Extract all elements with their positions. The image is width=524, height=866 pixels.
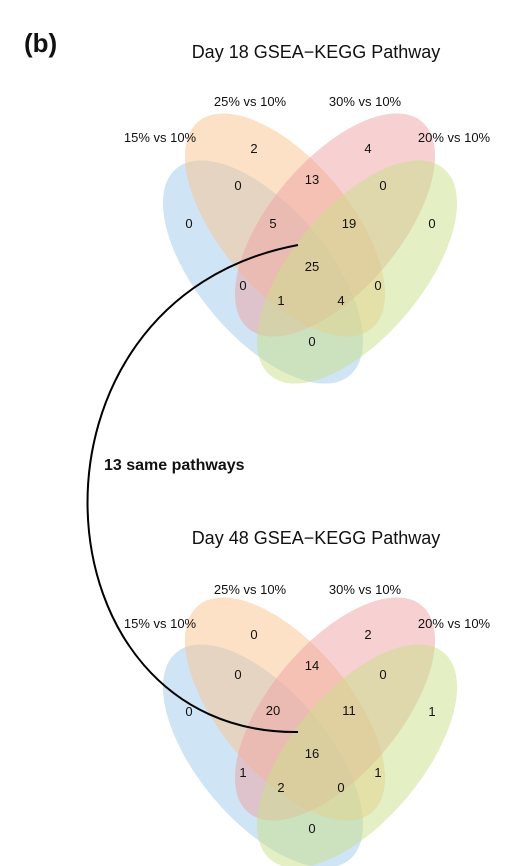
region-CD: 0 <box>379 667 386 682</box>
venn-day18-ellipses <box>162 113 458 384</box>
region-BC: 14 <box>305 658 319 673</box>
region-D: 1 <box>428 704 435 719</box>
region-ABCD: 16 <box>305 746 319 761</box>
region-ABD: 0 <box>337 780 344 795</box>
region-A: 0 <box>185 704 192 719</box>
region-BCD: 11 <box>342 703 356 718</box>
region-AD: 0 <box>308 334 315 349</box>
region-CD: 0 <box>379 178 386 193</box>
region-C: 2 <box>364 627 371 642</box>
region-AD: 0 <box>308 821 315 836</box>
set-label-15: 15% vs 10% <box>124 616 197 631</box>
region-ACD: 1 <box>277 293 284 308</box>
region-BD: 0 <box>374 278 381 293</box>
region-ABD: 4 <box>337 293 344 308</box>
region-ABC: 20 <box>266 703 280 718</box>
venn-day48: Day 48 GSEA−KEGG Pathway 15% vs 10% 25% … <box>124 528 491 866</box>
venn-day48-title: Day 48 GSEA−KEGG Pathway <box>192 528 441 548</box>
ellipse-20-vs-10 <box>256 644 458 866</box>
set-label-15: 15% vs 10% <box>124 130 197 145</box>
region-BD: 1 <box>374 765 381 780</box>
region-ABC: 5 <box>269 216 276 231</box>
set-label-25: 25% vs 10% <box>214 582 287 597</box>
region-B: 0 <box>250 627 257 642</box>
region-AC: 1 <box>239 765 246 780</box>
region-A: 0 <box>185 216 192 231</box>
venn-day48-ellipses <box>162 597 458 866</box>
region-AC: 0 <box>239 278 246 293</box>
region-C: 4 <box>364 141 371 156</box>
shared-pathways-note: 13 same pathways <box>104 457 245 474</box>
panel-label: (b) <box>24 28 57 58</box>
set-label-20: 20% vs 10% <box>418 616 491 631</box>
region-B: 2 <box>250 141 257 156</box>
region-AB: 0 <box>234 178 241 193</box>
set-label-20: 20% vs 10% <box>418 130 491 145</box>
venn-day18: Day 18 GSEA−KEGG Pathway 15% vs 10% 25% … <box>124 42 491 384</box>
region-ACD: 2 <box>277 780 284 795</box>
set-label-30: 30% vs 10% <box>329 94 402 109</box>
region-BC: 13 <box>305 172 319 187</box>
region-D: 0 <box>428 216 435 231</box>
set-label-30: 30% vs 10% <box>329 582 402 597</box>
connector-arc <box>86 244 299 734</box>
ellipse-20-vs-10 <box>256 160 458 384</box>
region-BCD: 19 <box>342 216 356 231</box>
venn-day18-title: Day 18 GSEA−KEGG Pathway <box>192 42 441 62</box>
set-label-25: 25% vs 10% <box>214 94 287 109</box>
region-ABCD: 25 <box>305 259 319 274</box>
region-AB: 0 <box>234 667 241 682</box>
